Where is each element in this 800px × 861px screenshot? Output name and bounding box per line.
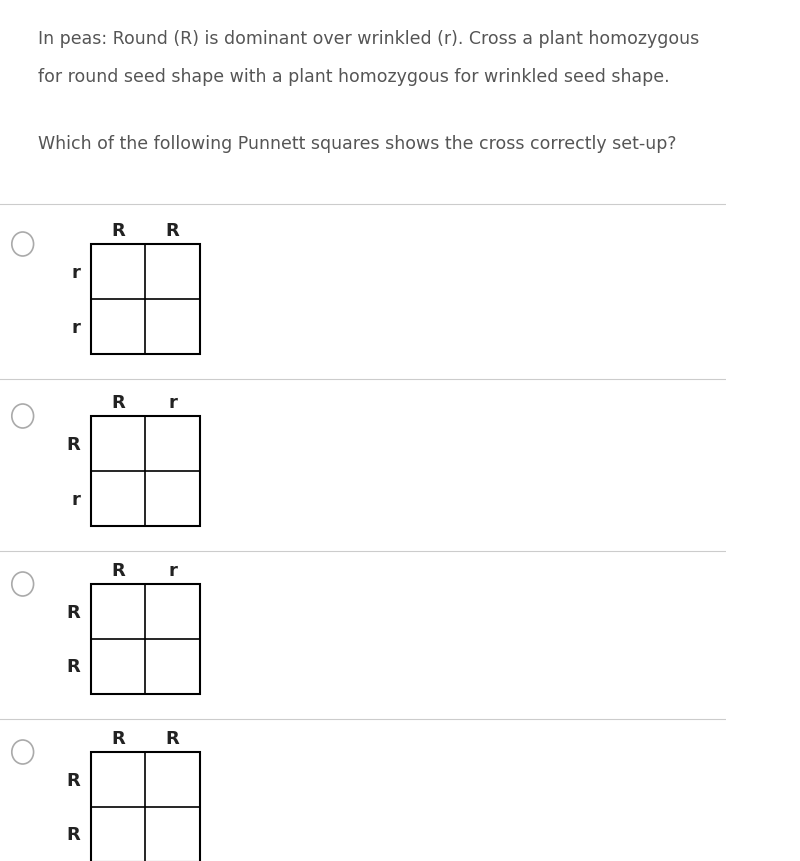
Bar <box>90 753 200 861</box>
Text: Which of the following Punnett squares shows the cross correctly set-up?: Which of the following Punnett squares s… <box>38 135 677 152</box>
Text: R: R <box>166 222 179 239</box>
Text: r: r <box>168 561 177 579</box>
Text: R: R <box>111 561 125 579</box>
Text: R: R <box>66 826 80 844</box>
Text: r: r <box>71 318 80 336</box>
Text: R: R <box>111 729 125 747</box>
Text: R: R <box>66 603 80 621</box>
Text: R: R <box>111 222 125 239</box>
Text: R: R <box>166 729 179 747</box>
Text: r: r <box>168 393 177 412</box>
Bar <box>90 417 200 526</box>
Text: for round seed shape with a plant homozygous for wrinkled seed shape.: for round seed shape with a plant homozy… <box>38 68 670 86</box>
Text: r: r <box>71 263 80 282</box>
Text: r: r <box>71 490 80 508</box>
Text: R: R <box>66 435 80 453</box>
Text: R: R <box>66 658 80 676</box>
Text: R: R <box>66 771 80 789</box>
Text: R: R <box>111 393 125 412</box>
Text: In peas: Round (R) is dominant over wrinkled (r). Cross a plant homozygous: In peas: Round (R) is dominant over wrin… <box>38 30 699 48</box>
Bar <box>90 245 200 355</box>
Bar <box>90 585 200 694</box>
